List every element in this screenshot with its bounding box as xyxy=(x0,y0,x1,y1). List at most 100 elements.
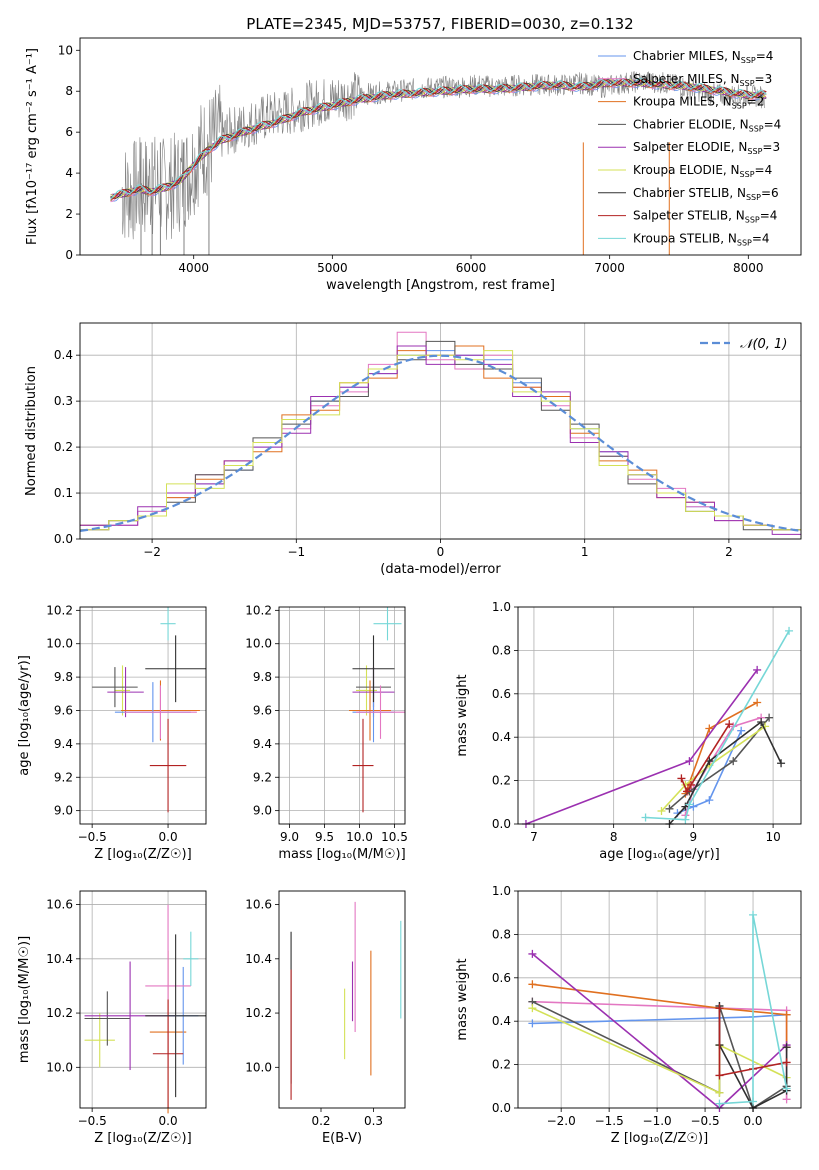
y-tick-label: 0.0 xyxy=(54,532,73,546)
x-tick-label: 0 xyxy=(437,545,445,559)
axes-frame xyxy=(517,890,802,1109)
y-tick-label: 10.2 xyxy=(46,1006,73,1020)
y-tick-label: 8 xyxy=(65,84,73,98)
x-tick-label: 6000 xyxy=(456,261,487,275)
y-tick-label: 0.6 xyxy=(492,971,511,985)
mass-weight-marker xyxy=(785,626,794,635)
mass-weight-marker xyxy=(749,910,758,919)
spectrum-model-line xyxy=(110,78,767,199)
x-tick-label: −1.5 xyxy=(595,1114,624,1128)
y-tick-label: 10.0 xyxy=(245,637,272,651)
age-vs-mass-axes: 9.0 9.5 10.0 10.5 9.0 9.2 9.4 9.6 9.8 10.0 10.2 xyxy=(245,603,408,844)
mass-weight-marker xyxy=(729,757,738,766)
mass-weight-marker xyxy=(715,1099,724,1108)
y-tick-label: 9.0 xyxy=(54,804,73,818)
x-tick-label: 2 xyxy=(725,545,733,559)
legend-label: Salpeter STELIB, NSSP=4 xyxy=(633,209,777,225)
y-tick-label: 0.1 xyxy=(54,486,73,500)
axes-frame xyxy=(79,606,207,825)
mass-vs-Z-xlabel: Z [log₁₀(Z/Z☉)] xyxy=(94,1131,191,1146)
y-tick-label: 0.2 xyxy=(492,1058,511,1072)
mass-weight-marker xyxy=(528,980,537,989)
y-tick-label: 10.0 xyxy=(46,637,73,651)
x-tick-label: −2.0 xyxy=(547,1114,576,1128)
y-tick-label: 0.2 xyxy=(54,440,73,454)
y-tick-label: 0.8 xyxy=(492,927,511,941)
mass-weight-marker xyxy=(757,718,766,727)
y-tick-label: 9.4 xyxy=(253,737,272,751)
x-tick-label: −1.0 xyxy=(643,1114,672,1128)
y-tick-label: 10.2 xyxy=(245,1006,272,1020)
legend-label: Kroupa ELODIE, NSSP=4 xyxy=(633,163,772,179)
spectrum-xlabel: wavelength [Angstrom, rest frame] xyxy=(326,278,555,293)
mass-weight-marker xyxy=(782,1043,791,1052)
mass-vs-EBV-points xyxy=(290,901,402,1100)
legend-label: Kroupa MILES, NSSP=2 xyxy=(633,95,764,111)
x-tick-label: −0.5 xyxy=(78,830,107,844)
age-vs-Z-xlabel: Z [log₁₀(Z/Z☉)] xyxy=(94,847,191,862)
x-tick-label: 0.2 xyxy=(311,1114,330,1128)
mass-weight-marker xyxy=(641,813,650,822)
spectrum-model-line xyxy=(110,77,767,200)
y-tick-label: 0.4 xyxy=(492,1014,511,1028)
y-tick-label: 10.6 xyxy=(245,898,272,912)
age-vs-mass-xlabel: mass [log₁₀(M/M☉)] xyxy=(278,847,405,862)
x-tick-label: 0.0 xyxy=(159,1114,178,1128)
mass-weight-marker xyxy=(715,1088,724,1097)
y-tick-label: 0.0 xyxy=(492,817,511,831)
massweight-vs-Z-lines xyxy=(528,910,791,1112)
mass-weight-line xyxy=(531,953,788,1110)
massweight-vs-age-axes: 7 8 9 10 0.0 0.2 0.4 0.6 0.8 1.0 xyxy=(492,600,801,844)
mass-weight-marker xyxy=(782,1010,791,1019)
legend-label: Chabrier ELODIE, NSSP=4 xyxy=(633,117,781,133)
y-tick-label: 10.6 xyxy=(46,898,73,912)
age-vs-mass-points xyxy=(349,607,405,813)
x-tick-label: 10.0 xyxy=(346,830,373,844)
residual-histogram-axes: −2 −1 0 1 2 0.0 0.1 0.2 0.3 0.4 xyxy=(54,323,801,559)
mass-weight-marker xyxy=(685,800,694,809)
axes-frame xyxy=(278,890,406,1109)
y-tick-label: 9.2 xyxy=(54,770,73,784)
mass-weight-marker xyxy=(685,757,694,766)
age-vs-Z-ylabel: age [log₁₀(age/yr)] xyxy=(17,655,32,776)
mass-weight-marker xyxy=(677,774,686,783)
y-tick-label: 4 xyxy=(65,166,73,180)
spectrum-model-line xyxy=(110,78,767,200)
x-tick-label: 8000 xyxy=(733,261,764,275)
y-tick-label: 1.0 xyxy=(492,600,511,614)
massweight-vs-age-ylabel: mass weight xyxy=(455,674,470,756)
x-tick-label: 4000 xyxy=(178,261,209,275)
mass-weight-line xyxy=(660,725,766,812)
mass-weight-marker xyxy=(681,815,690,824)
mass-weight-marker xyxy=(737,726,746,735)
mass-weight-marker xyxy=(782,1084,791,1093)
x-tick-label: 9 xyxy=(690,830,698,844)
mass-vs-Z-ylabel: mass [log₁₀(M/M☉)] xyxy=(17,936,32,1063)
massweight-vs-age-lines xyxy=(521,626,794,828)
mass-weight-marker xyxy=(528,949,537,958)
mass-weight-line xyxy=(680,723,730,794)
mass-weight-marker xyxy=(777,759,786,768)
mass-vs-Z-points xyxy=(84,904,206,1114)
y-tick-label: 1.0 xyxy=(492,884,511,898)
mass-weight-marker xyxy=(528,1004,537,1013)
y-tick-label: 9.6 xyxy=(253,703,272,717)
x-tick-label: 10.5 xyxy=(381,830,408,844)
residual-histogram-xlabel: (data-model)/error xyxy=(380,562,501,577)
y-tick-label: 10.2 xyxy=(46,603,73,617)
mass-weight-marker xyxy=(665,804,674,813)
y-tick-label: 6 xyxy=(65,125,73,139)
mass-vs-EBV-xlabel: E(B-V) xyxy=(322,1131,362,1146)
x-tick-label: 7000 xyxy=(594,261,625,275)
x-tick-label: 1 xyxy=(581,545,589,559)
y-tick-label: 10.0 xyxy=(46,1060,73,1074)
mass-weight-line xyxy=(645,630,790,821)
x-tick-label: −1 xyxy=(287,545,305,559)
y-tick-label: 10.0 xyxy=(245,1060,272,1074)
massweight-vs-age-xlabel: age [log₁₀(age/yr)] xyxy=(599,847,720,862)
mass-weight-marker xyxy=(782,1058,791,1067)
mass-weight-marker xyxy=(753,665,762,674)
mass-weight-marker xyxy=(749,1097,758,1106)
y-tick-label: 2 xyxy=(65,207,73,221)
mass-weight-line xyxy=(668,717,770,810)
